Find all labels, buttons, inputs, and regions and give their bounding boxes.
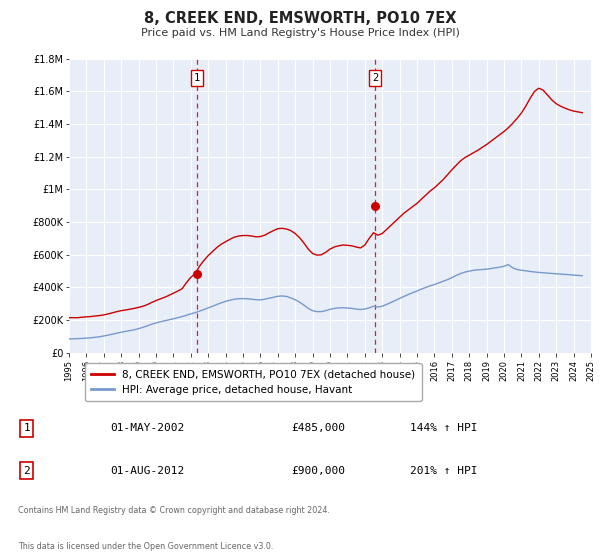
Text: 01-AUG-2012: 01-AUG-2012 (110, 465, 184, 475)
Text: 1: 1 (193, 73, 200, 83)
Text: This data is licensed under the Open Government Licence v3.0.: This data is licensed under the Open Gov… (18, 542, 273, 550)
Text: 2: 2 (372, 73, 378, 83)
Text: 2: 2 (23, 465, 30, 475)
Text: 201% ↑ HPI: 201% ↑ HPI (410, 465, 478, 475)
Text: Contains HM Land Registry data © Crown copyright and database right 2024.: Contains HM Land Registry data © Crown c… (18, 506, 330, 515)
Text: £485,000: £485,000 (291, 423, 345, 433)
Text: Price paid vs. HM Land Registry's House Price Index (HPI): Price paid vs. HM Land Registry's House … (140, 28, 460, 38)
Text: £900,000: £900,000 (291, 465, 345, 475)
Legend: 8, CREEK END, EMSWORTH, PO10 7EX (detached house), HPI: Average price, detached : 8, CREEK END, EMSWORTH, PO10 7EX (detach… (85, 363, 422, 401)
Text: 144% ↑ HPI: 144% ↑ HPI (410, 423, 478, 433)
Text: 01-MAY-2002: 01-MAY-2002 (110, 423, 184, 433)
Text: 1: 1 (23, 423, 30, 433)
Text: 8, CREEK END, EMSWORTH, PO10 7EX: 8, CREEK END, EMSWORTH, PO10 7EX (144, 11, 456, 26)
